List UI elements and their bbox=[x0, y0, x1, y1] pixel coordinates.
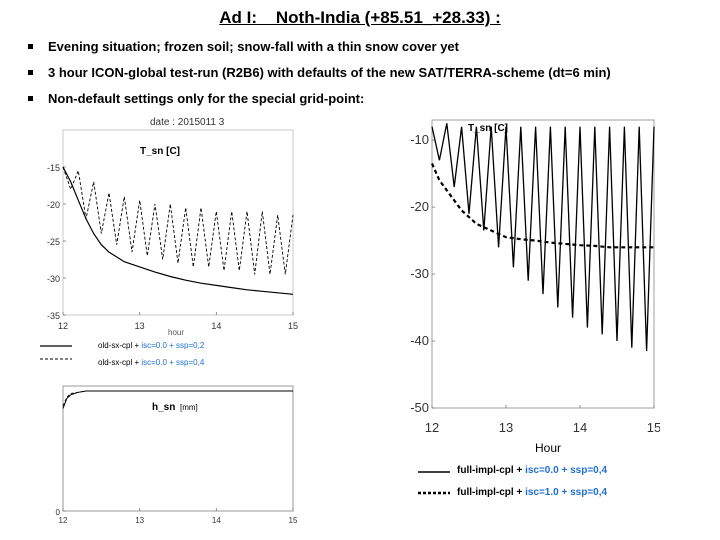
legend-entry: full-impl-cpl + isc=0.0 + ssp=0,4 bbox=[457, 465, 607, 476]
legend-line-solid bbox=[40, 345, 72, 347]
x-axis-label: Hour bbox=[535, 441, 561, 455]
y-tick-labels: 0 bbox=[56, 508, 66, 517]
series-group bbox=[430, 123, 655, 352]
x-tick-label: 14 bbox=[211, 321, 221, 331]
page-title: Ad I: Noth-India (+85.51_+28.33) : bbox=[219, 8, 501, 27]
chart-date-label: date : 2015011 3 bbox=[150, 117, 225, 128]
series-line-dashed bbox=[430, 163, 654, 249]
bullet-text: Non-default settings only for the specia… bbox=[48, 91, 365, 106]
x-tick-label: 15 bbox=[647, 420, 660, 435]
legend-text: old-sx-cpl + bbox=[98, 358, 142, 367]
chart-title: T_sn [C] bbox=[140, 146, 180, 157]
bullet-list: Evening situation; frozen soil; snow-fal… bbox=[28, 38, 718, 116]
plot-frame bbox=[62, 129, 294, 316]
chart-unit: [mm] bbox=[180, 403, 198, 412]
x-tick-label: 13 bbox=[499, 420, 513, 435]
y-tick-label: -30 bbox=[410, 266, 429, 281]
y-tick-label: -20 bbox=[410, 199, 429, 214]
series-group bbox=[62, 166, 294, 295]
bullet-text: 3 hour ICON-global test-run (R2B6) with … bbox=[48, 65, 611, 80]
x-tick-label: 14 bbox=[573, 420, 587, 435]
y-tick-label: -35 bbox=[47, 311, 60, 321]
y-tick-label: 0 bbox=[56, 508, 61, 517]
legend-line-dotted bbox=[418, 491, 450, 495]
legend-entry: full-impl-cpl + isc=1.0 + ssp=0,4 bbox=[457, 487, 607, 498]
bullet-item: Evening situation; frozen soil; snow-fal… bbox=[28, 38, 718, 64]
legend-param: isc=0.0 + ssp=0,4 bbox=[141, 358, 205, 367]
series-group bbox=[62, 390, 293, 409]
y-tick-labels: -10 -20 -30 -40 -50 bbox=[410, 132, 435, 415]
x-tick-label: 12 bbox=[59, 516, 68, 525]
series-line-solid bbox=[62, 166, 294, 295]
y-tick-label: -25 bbox=[47, 237, 60, 247]
x-tick-label: 14 bbox=[212, 516, 221, 525]
x-tick-labels: 12 13 14 15 bbox=[58, 312, 298, 331]
y-tick-label: -50 bbox=[410, 400, 429, 415]
series-line-solid bbox=[431, 123, 655, 352]
bullet-square-icon bbox=[28, 96, 33, 101]
legend-param: isc=1.0 + ssp=0,4 bbox=[525, 487, 608, 498]
bullet-item: Non-default settings only for the specia… bbox=[28, 90, 718, 116]
bullet-item: 3 hour ICON-global test-run (R2B6) with … bbox=[28, 64, 718, 90]
x-tick-label: 13 bbox=[135, 516, 144, 525]
chart-tsn-old: date : 2015011 3 T_sn [C] 12 13 14 15 -15 -2… bbox=[47, 117, 298, 337]
y-tick-label: -40 bbox=[410, 333, 429, 348]
y-tick-labels: -15 -20 -25 -30 -35 bbox=[47, 163, 66, 321]
y-tick-label: -10 bbox=[410, 132, 429, 147]
legend-text: full-impl-cpl + bbox=[457, 465, 526, 476]
x-tick-labels: 12 13 14 15 bbox=[425, 405, 660, 435]
plot-frame bbox=[431, 119, 655, 409]
legend-param: isc=0.0 + ssp=0,4 bbox=[525, 465, 608, 476]
legend-entry: old-sx-cpl + isc=0.0 + ssp=0,4 bbox=[98, 358, 204, 367]
x-tick-label: 13 bbox=[135, 321, 145, 331]
x-tick-label: 12 bbox=[58, 321, 68, 331]
bullet-square-icon bbox=[28, 70, 33, 75]
y-tick-label: -15 bbox=[47, 163, 60, 173]
legend-line-dashed bbox=[40, 358, 72, 360]
plot-frame bbox=[62, 385, 294, 512]
legend-text: full-impl-cpl + bbox=[457, 487, 526, 498]
x-tick-label: 15 bbox=[289, 516, 298, 525]
legend-param: isc=0.0 + ssp=0,2 bbox=[141, 341, 205, 350]
chart-title: h_sn bbox=[152, 402, 175, 413]
x-tick-labels: 12 13 14 15 bbox=[59, 508, 298, 525]
series-line-dashed bbox=[62, 390, 293, 407]
x-axis-label: hour bbox=[168, 328, 184, 337]
legend-entry: old-sx-cpl + isc=0.0 + ssp=0,2 bbox=[98, 341, 204, 350]
bullet-square-icon bbox=[28, 44, 33, 49]
series-line-dashed bbox=[62, 166, 294, 275]
legend-line-solid bbox=[418, 471, 450, 473]
chart-hsn-old: h_sn [mm] 12 13 14 15 0 bbox=[56, 385, 298, 525]
y-tick-label: -20 bbox=[47, 200, 60, 210]
legend-text: old-sx-cpl + bbox=[98, 341, 142, 350]
x-tick-label: 12 bbox=[425, 420, 439, 435]
chart-title: T_sn [C] bbox=[468, 123, 508, 134]
x-tick-label: 15 bbox=[288, 321, 298, 331]
chart-tsn-new: T_sn [C] 12 13 14 15 -10 -20 -30 -40 -50 Hour bbox=[410, 119, 660, 455]
bullet-text: Evening situation; frozen soil; snow-fal… bbox=[48, 39, 459, 54]
y-tick-label: -30 bbox=[47, 274, 60, 284]
